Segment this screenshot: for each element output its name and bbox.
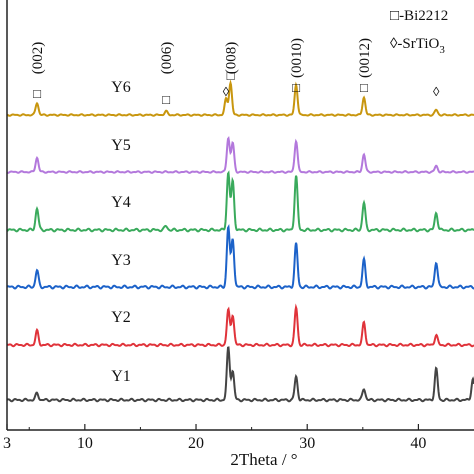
legend-entry-srtio3: ◊-SrTiO3 [390,36,445,56]
peak-annotations: (002) (006) (008) (0010) (0012)□ □◊□□ □ ◊ [30,38,440,107]
peak-label-2: (008) [224,42,240,75]
series-label-y3: Y3 [111,252,131,269]
x-tick-label-30: 30 [299,435,315,452]
legend: □-Bi2212 ◊-SrTiO3 [390,8,448,56]
legend-entry-bi2212: □-Bi2212 [390,8,448,24]
phase-marker-0: □ [33,86,41,101]
series-line-y5 [6,135,474,174]
peak-label-3: (0010) [289,38,305,78]
series-label-y4: Y4 [111,194,131,211]
phase-marker-5: □ [360,80,368,95]
series-label-y1: Y1 [111,368,131,385]
x-tick-label-20: 20 [188,435,204,452]
phase-marker-1: □ [162,92,170,107]
phase-marker-2: ◊ [223,84,230,99]
series-layer: Y6 Y5 Y4 Y3 Y2 Y1 [6,79,474,403]
series-line-y4 [6,170,474,233]
series-line-y3 [6,223,474,290]
phase-marker-6: ◊ [433,84,440,99]
series-label-y6: Y6 [111,79,131,96]
series-line-y6 [6,79,474,117]
x-axis-label: 2Theta / ° [230,450,297,469]
peak-label-4: (0012) [357,38,373,78]
series-line-y2 [6,303,474,348]
x-tick-label-10: 10 [77,435,93,452]
series-line-y1 [6,346,474,403]
series-label-y5: Y5 [111,137,131,154]
series-label-y2: Y2 [111,309,131,326]
peak-label-0: (002) [30,42,46,75]
x-axis: 3 10 20 30 40 [3,0,474,452]
x-tick-label-40: 40 [410,435,426,452]
phase-marker-3: □ [227,68,235,83]
x-tick-label-3: 3 [3,435,11,452]
phase-marker-4: □ [292,80,300,95]
peak-label-1: (006) [159,42,175,75]
